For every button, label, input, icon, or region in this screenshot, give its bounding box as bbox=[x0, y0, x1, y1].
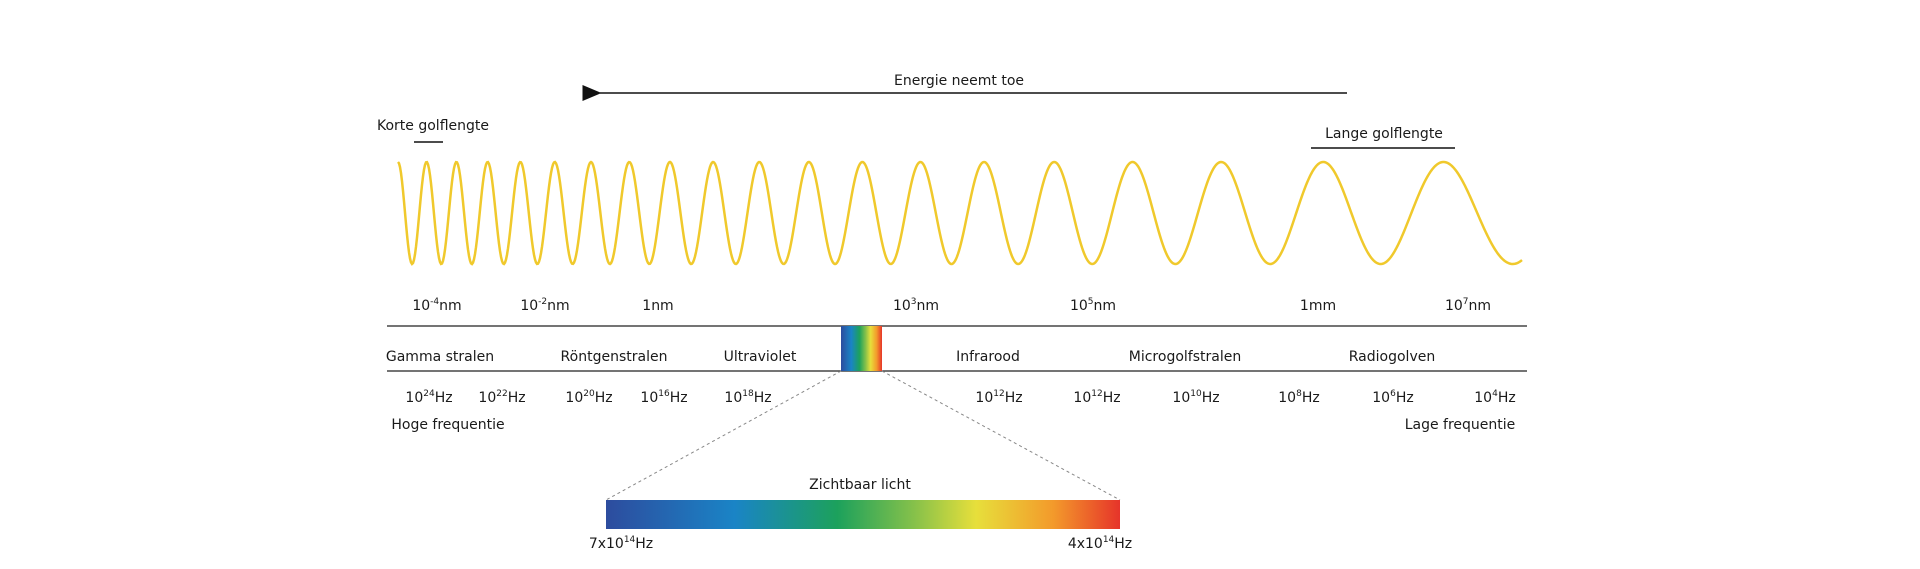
wavelength-label-main: 1mm bbox=[1300, 298, 1336, 314]
frequency-label-sup: 16 bbox=[658, 389, 670, 399]
frequency-label-unit: Hz bbox=[670, 390, 688, 406]
frequency-label-unit: Hz bbox=[1302, 390, 1320, 406]
wavelength-label-sup: 3 bbox=[911, 297, 917, 307]
frequency-label: 104Hz bbox=[1474, 389, 1515, 406]
wavelength-label-sup: 7 bbox=[1463, 297, 1469, 307]
frequency-label-sup: 20 bbox=[583, 389, 595, 399]
wavelength-label: 1nm bbox=[642, 298, 673, 314]
zoom-line bbox=[605, 370, 842, 501]
band-label: Microgolfstralen bbox=[1129, 349, 1241, 365]
frequency-label-main: 10 bbox=[640, 390, 658, 406]
frequency-label-sup: 6 bbox=[1390, 389, 1396, 399]
visible-end-label: 4x1014Hz bbox=[1068, 535, 1132, 552]
wavelength-label-sup: -4 bbox=[430, 297, 439, 307]
band-label: Röntgenstralen bbox=[561, 349, 668, 365]
frequency-label-unit: Hz bbox=[435, 390, 453, 406]
frequency-label-unit: Hz bbox=[508, 390, 526, 406]
frequency-label: 1010Hz bbox=[1172, 389, 1219, 406]
frequency-label-main: 10 bbox=[1278, 390, 1296, 406]
frequency-label-main: 10 bbox=[478, 390, 496, 406]
arrow-label: Energie neemt toe bbox=[894, 73, 1024, 89]
frequency-label-sup: 18 bbox=[742, 389, 754, 399]
visible-start-label-sup: 14 bbox=[624, 535, 636, 545]
visible-start-label-main: 7x10 bbox=[589, 536, 624, 552]
wavelength-label: 10-2nm bbox=[520, 297, 569, 314]
visible-band bbox=[841, 326, 882, 371]
frequency-label-sup: 10 bbox=[1190, 389, 1202, 399]
wavelength-label-main: 10 bbox=[412, 298, 430, 314]
frequency-label-unit: Hz bbox=[754, 390, 772, 406]
frequency-label-sup: 12 bbox=[1091, 389, 1102, 399]
frequency-label: 1020Hz bbox=[565, 389, 612, 406]
wavelength-label-main: 1nm bbox=[642, 298, 673, 314]
wavelength-label-unit: nm bbox=[439, 298, 462, 314]
visible-spectrum-bar bbox=[606, 500, 1120, 529]
visible-end-label-sup: 14 bbox=[1103, 535, 1115, 545]
frequency-label: 1024Hz bbox=[405, 389, 452, 406]
frequency-label: 106Hz bbox=[1372, 389, 1413, 406]
frequency-label: 1022Hz bbox=[478, 389, 525, 406]
wavelength-label-sup: -2 bbox=[538, 297, 547, 307]
frequency-label-main: 10 bbox=[975, 390, 993, 406]
band-label: Infrarood bbox=[956, 349, 1020, 365]
wavelength-label: 1mm bbox=[1300, 298, 1336, 314]
frequency-label-sup: 12 bbox=[993, 389, 1004, 399]
band-label: Gamma stralen bbox=[386, 349, 494, 365]
frequency-label-sup: 8 bbox=[1296, 389, 1302, 399]
frequency-label-sup: 24 bbox=[423, 389, 435, 399]
wavelength-label-main: 10 bbox=[893, 298, 911, 314]
wavelength-label-main: 10 bbox=[1070, 298, 1088, 314]
wave bbox=[397, 160, 1523, 266]
wavelength-label: 107nm bbox=[1445, 297, 1491, 314]
frequency-label: 1012Hz bbox=[975, 389, 1022, 406]
visible-end-label-main: 4x10 bbox=[1068, 536, 1103, 552]
frequency-label-main: 10 bbox=[724, 390, 742, 406]
band-label: Ultraviolet bbox=[724, 349, 797, 365]
frequency-label-unit: Hz bbox=[1005, 390, 1023, 406]
wavelength-label-unit: nm bbox=[917, 298, 940, 314]
frequency-label-main: 10 bbox=[1372, 390, 1390, 406]
frequency-label-unit: Hz bbox=[1202, 390, 1220, 406]
wavelength-label-unit: nm bbox=[1469, 298, 1492, 314]
frequency-label-unit: Hz bbox=[1103, 390, 1121, 406]
frequency-label-sup: 4 bbox=[1492, 389, 1498, 399]
wavelength-label-sup: 5 bbox=[1088, 297, 1094, 307]
visible-end-label-unit: Hz bbox=[1114, 536, 1132, 552]
frequency-label-sup: 22 bbox=[496, 389, 507, 399]
frequency-label: 1012Hz bbox=[1073, 389, 1120, 406]
frequency-label-main: 10 bbox=[1073, 390, 1091, 406]
wavelength-label: 10-4nm bbox=[412, 297, 461, 314]
frequency-label: 108Hz bbox=[1278, 389, 1319, 406]
frequency-label-unit: Hz bbox=[1396, 390, 1414, 406]
frequency-label: 1016Hz bbox=[640, 389, 687, 406]
wavelength-label-unit: nm bbox=[1094, 298, 1117, 314]
frequency-label-main: 10 bbox=[1474, 390, 1492, 406]
frequency-label-main: 10 bbox=[405, 390, 423, 406]
visible-start-label-unit: Hz bbox=[635, 536, 653, 552]
wavelength-label-main: 10 bbox=[520, 298, 538, 314]
band-label: Radiogolven bbox=[1349, 349, 1435, 365]
frequency-label-main: 10 bbox=[1172, 390, 1190, 406]
wavelength-label-main: 10 bbox=[1445, 298, 1463, 314]
wavelength-label: 103nm bbox=[893, 297, 939, 314]
long-wavelength-label: Lange golflengte bbox=[1325, 126, 1443, 142]
low-frequency-label: Lage frequentie bbox=[1405, 417, 1516, 433]
visible-light-title: Zichtbaar licht bbox=[809, 477, 911, 493]
visible-start-label: 7x1014Hz bbox=[589, 535, 653, 552]
high-frequency-label: Hoge frequentie bbox=[391, 417, 504, 433]
short-wavelength-label: Korte golflengte bbox=[377, 118, 489, 134]
frequency-label: 1018Hz bbox=[724, 389, 771, 406]
wavelength-label: 105nm bbox=[1070, 297, 1116, 314]
wavelength-label-unit: nm bbox=[547, 298, 570, 314]
frequency-label-unit: Hz bbox=[595, 390, 613, 406]
frequency-label-main: 10 bbox=[565, 390, 583, 406]
frequency-label-unit: Hz bbox=[1498, 390, 1516, 406]
